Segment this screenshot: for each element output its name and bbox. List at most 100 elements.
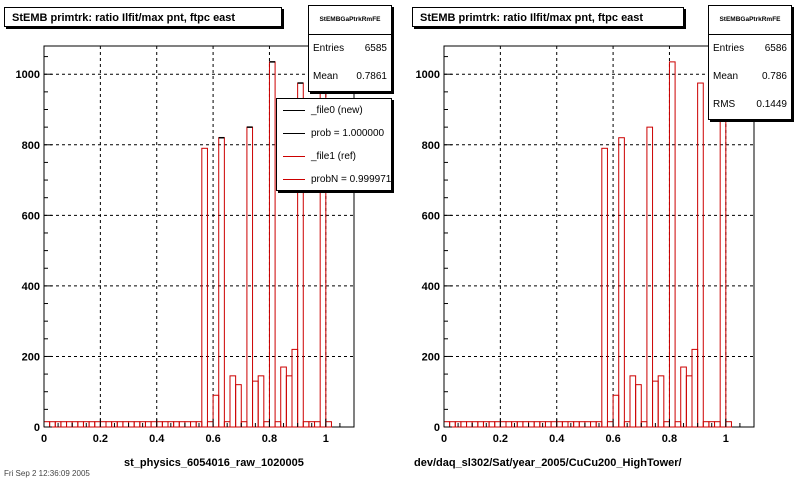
left-stats-header: StEMBGaPtrkRmFE <box>309 6 391 35</box>
right-chart-title: StEMB primtrk: ratio Ilfit/max pnt, ftpc… <box>412 7 684 27</box>
histogram-bin <box>668 61 676 428</box>
histogram-bin <box>556 421 563 428</box>
histogram-bin <box>43 421 51 428</box>
histogram-bin <box>629 375 637 428</box>
histogram-bin <box>584 421 592 428</box>
histogram-bin <box>291 348 299 428</box>
histogram-bin <box>522 421 530 428</box>
histogram-bin <box>725 421 732 428</box>
histogram-bin <box>71 421 79 428</box>
histogram-bin <box>252 380 259 428</box>
histogram-bin <box>60 421 68 428</box>
histogram-bin <box>190 421 197 428</box>
histogram-bin <box>88 421 96 428</box>
x-tick-label: 0.4 <box>149 433 165 445</box>
histogram-bin <box>144 421 152 428</box>
histogram-bin <box>133 421 141 428</box>
y-tick-label: 200 <box>422 351 440 363</box>
histogram-bin <box>314 421 321 428</box>
histogram-bin <box>218 137 225 428</box>
right-histogram-chart: 0 0.2 0.4 0.6 0.8 1 0 200 400 600 800 1000 <box>416 45 755 445</box>
histogram-bin <box>235 384 242 428</box>
histogram-bin <box>268 61 276 428</box>
histogram-bin <box>652 380 659 428</box>
legend-label: probN = 0.999971 <box>311 174 392 185</box>
histogram-bin <box>443 421 451 428</box>
histogram-bin <box>702 421 710 428</box>
legend-entry: _file0 (new) <box>277 99 391 122</box>
y-tick-label: 600 <box>422 210 440 222</box>
y-tick-label: 800 <box>22 140 40 152</box>
histogram-bin <box>505 421 513 428</box>
histogram-bin <box>285 375 293 428</box>
histogram-bin <box>246 126 254 428</box>
histogram-bin <box>240 421 248 428</box>
histogram-bin <box>302 421 310 428</box>
right-stats-box: StEMBGaPtrkRmFE Entries 6586 Mean 0.786 … <box>708 5 792 120</box>
stats-label: RMS <box>713 99 736 110</box>
histogram-bin <box>49 421 56 428</box>
x-tick-label: 0.6 <box>205 433 220 445</box>
histogram-bin <box>212 394 220 428</box>
legend-line-swatch <box>283 110 305 111</box>
histogram-bin <box>116 421 124 428</box>
histogram-bin <box>606 421 614 428</box>
left-histogram-chart: 0 0.2 0.4 0.6 0.8 1 0 200 400 600 800 1000 <box>16 45 355 445</box>
histogram-bin <box>201 147 208 428</box>
histogram-bin <box>94 421 101 428</box>
histogram-bin <box>150 421 158 428</box>
histogram-bin <box>714 421 721 428</box>
stats-label: Entries <box>713 43 745 54</box>
histogram-bin <box>573 421 580 428</box>
histogram-bin <box>325 421 332 428</box>
histogram-bin <box>471 421 479 428</box>
stats-label: Mean <box>313 71 339 82</box>
histogram-bin <box>663 421 670 428</box>
histogram-bin <box>561 421 569 428</box>
histogram-bin <box>680 366 687 428</box>
y-tick-label: 400 <box>22 281 40 293</box>
legend-label: _file1 (ref) <box>311 151 357 162</box>
histogram-bin <box>466 421 473 428</box>
x-tick-label: 0.2 <box>493 433 508 445</box>
histogram-bin <box>477 421 484 428</box>
histogram-bin <box>590 421 597 428</box>
histogram-bin <box>646 126 654 428</box>
right-histogram-panel: 0 0.2 0.4 0.6 0.8 1 0 200 400 600 800 1000 StEMB pr… <box>400 0 800 480</box>
x-tick-label: 0.4 <box>549 433 565 445</box>
histogram-bin <box>449 421 456 428</box>
histogram-bin <box>550 421 558 428</box>
histogram-bin <box>178 421 186 428</box>
histogram-bin <box>578 421 586 428</box>
right-stats-row: Mean 0.786 <box>709 63 791 91</box>
left-histogram-panel: 0 0.2 0.4 0.6 0.8 1 0 200 400 600 800 1000 StEMB pr… <box>4 5 392 469</box>
right-stats-row: RMS 0.1449 <box>709 91 791 119</box>
histogram-bin <box>657 375 665 428</box>
legend-entry: probN = 0.999971 <box>277 168 392 190</box>
y-tick-label: 1000 <box>16 69 40 81</box>
histogram-bin <box>685 375 693 428</box>
legend-label: _file0 (new) <box>311 105 363 116</box>
stats-label: Mean <box>713 71 739 82</box>
x-tick-label: 0 <box>441 433 447 445</box>
legend-label: prob = 1.000000 <box>311 128 385 139</box>
x-tick-label: 0 <box>41 433 47 445</box>
y-tick-label: 1000 <box>416 69 440 81</box>
histogram-bin <box>128 421 135 428</box>
histogram-bin <box>674 421 682 428</box>
histogram-bin <box>280 366 287 428</box>
legend-line-swatch <box>283 179 305 180</box>
left-legend: _file0 (new) prob = 1.000000 _file1 (ref… <box>276 98 392 191</box>
histogram-bin <box>499 421 507 428</box>
legend-entry: _file1 (ref) <box>277 145 391 168</box>
y-tick-label: 0 <box>34 422 40 434</box>
legend-entry: prob = 1.000000 <box>277 122 391 145</box>
histogram-bin <box>494 421 501 428</box>
histogram-bin <box>601 147 608 428</box>
histogram-bin <box>156 421 163 428</box>
left-stats-row: Mean 0.7861 <box>309 63 391 91</box>
histogram-bin <box>516 421 524 428</box>
x-tick-label: 1 <box>723 433 729 445</box>
histogram-bin <box>122 421 130 428</box>
footer-timestamp: Fri Sep 2 12:36:09 2005 <box>4 469 90 478</box>
